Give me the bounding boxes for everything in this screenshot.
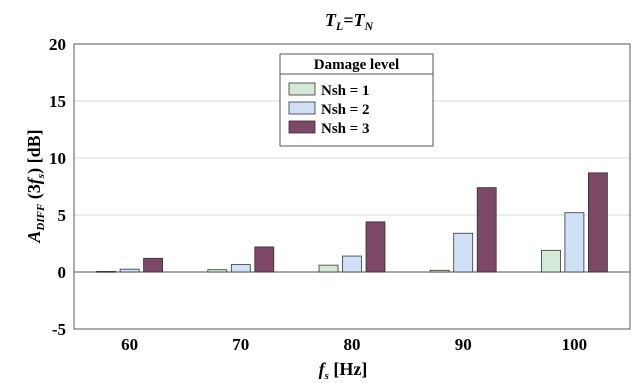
y-tick-labels: -5 0 5 10 15 20 [49,35,66,339]
y-tick-label: 0 [58,263,67,282]
x-axis-label: fs [Hz] [319,359,368,382]
x-tick-label: 60 [121,335,138,354]
x-tick-label: 100 [562,335,588,354]
bar-80-series-1 [318,264,339,273]
bar-90-series-3 [476,187,497,273]
bar-70-series-2 [230,264,251,273]
bar-100-series-2 [564,212,585,273]
y-tick-label: 5 [58,206,67,225]
bar-70-series-3 [254,246,275,273]
x-tick-label: 70 [232,335,249,354]
legend-title: Damage level [314,57,399,73]
y-tick-label: -5 [52,320,66,339]
bar-60-series-2 [119,268,140,273]
bar-80-series-3 [365,221,386,273]
y-tick-label: 10 [49,149,66,168]
bar-70-series-1 [207,269,228,273]
legend-swatch [288,82,316,96]
x-tick-label: 90 [455,335,472,354]
legend-entry-label: Nsh = 2 [321,102,370,118]
bar-90-series-1 [429,269,450,273]
y-axis-label: ADIFF (3fs) [dB] [24,129,47,243]
legend: Damage level Nsh = 1 Nsh = 2 Nsh = 3 [279,53,434,147]
y-tick-label: 20 [49,35,66,54]
x-tick-label: 80 [344,335,361,354]
bar-100-series-3 [588,172,608,273]
bars [96,172,608,273]
bar-100-series-1 [541,249,561,273]
legend-swatch [288,101,316,115]
legend-swatch [288,120,316,134]
chart-title: TL=TN [325,10,375,33]
legend-entry-label: Nsh = 3 [321,121,370,137]
bar-80-series-2 [342,255,362,273]
bar-60-series-1 [96,271,116,273]
x-tick-labels: 60 70 80 90 100 [121,335,587,354]
bar-90-series-2 [453,232,474,273]
y-tick-label: 15 [49,92,66,111]
plot-frame [73,43,631,330]
legend-entry-label: Nsh = 1 [321,83,370,99]
bar-60-series-3 [143,257,164,273]
